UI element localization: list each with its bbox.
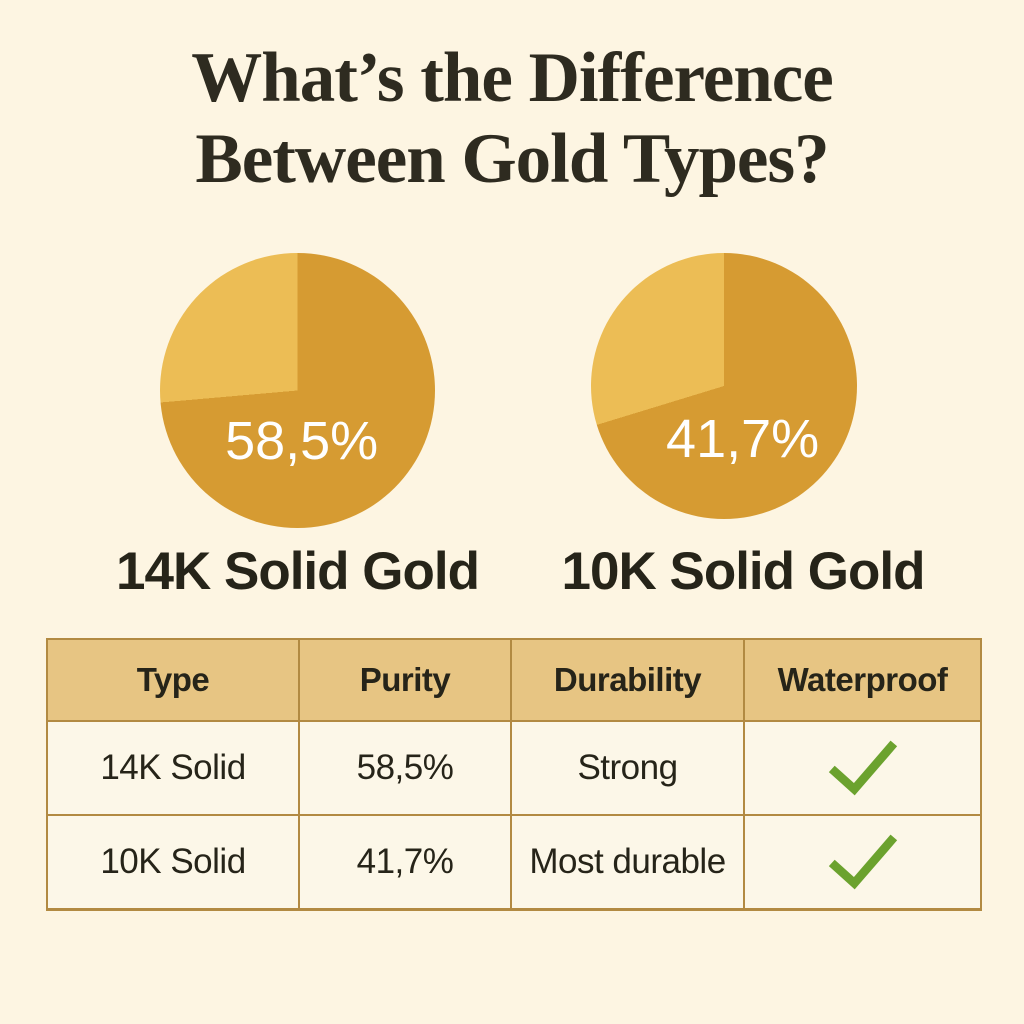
- cell-type-14k: 14K Solid: [46, 720, 300, 816]
- cell-type-10k: 10K Solid: [46, 814, 300, 910]
- table-row-10k: 10K Solid 41,7% Most durable: [46, 814, 982, 910]
- cell-waterproof-14k: [743, 720, 982, 816]
- column-header-type: Type: [46, 638, 300, 722]
- title-line-2: Between Gold Types?: [195, 120, 829, 198]
- column-header-purity: Purity: [298, 638, 512, 722]
- table-row-14k: 14K Solid 58,5% Strong: [46, 720, 982, 816]
- column-header-durability: Durability: [510, 638, 745, 722]
- pie-caption-10k: 10K Solid Gold: [561, 542, 926, 601]
- pie-chart-14k-solid-gold: 58,5%: [160, 253, 435, 528]
- cell-durability-14k: Strong: [510, 720, 745, 816]
- cell-waterproof-10k: [743, 814, 982, 910]
- comparison-table: Type Purity Durability Waterproof 14K So…: [46, 638, 982, 911]
- pie-chart-10k-solid-gold: 41,7%: [591, 253, 857, 519]
- check-icon: [828, 834, 897, 890]
- pie-caption-14k: 14K Solid Gold: [116, 542, 480, 601]
- table-header-row: Type Purity Durability Waterproof: [46, 638, 982, 722]
- pie-figure-10k: 41,7% 10K Solid Gold: [562, 253, 925, 601]
- cell-purity-10k: 41,7%: [298, 814, 512, 910]
- pie-value-label-14k: 58,5%: [225, 411, 379, 472]
- pie-figure-14k: 58,5% 14K Solid Gold: [116, 253, 480, 601]
- page-title: What’s the Difference Between Gold Types…: [0, 38, 1024, 200]
- cell-durability-10k: Most durable: [510, 814, 745, 910]
- pie-value-label-10k: 41,7%: [666, 409, 820, 470]
- cell-purity-14k: 58,5%: [298, 720, 512, 816]
- column-header-waterproof: Waterproof: [743, 638, 982, 722]
- check-icon: [828, 740, 897, 796]
- title-line-1: What’s the Difference: [191, 39, 833, 117]
